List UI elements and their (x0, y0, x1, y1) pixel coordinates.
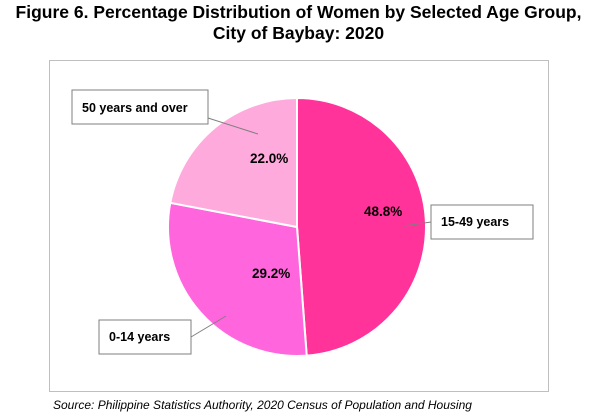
pie-slice-3 (169, 96, 298, 229)
data-label-1: 48.8% (364, 204, 402, 219)
category-label-2: 0-14 years (109, 330, 170, 344)
chart-title-line2: City of Baybay: 2020 (212, 23, 385, 43)
callout-leader-3 (207, 117, 259, 135)
callout-box-2 (98, 319, 192, 355)
callout-leader-1 (403, 221, 432, 227)
pie-slice-1 (296, 96, 427, 357)
chart-title-line1: Figure 6. Percentage Distribution of Wom… (15, 2, 582, 22)
callout-leader-2 (190, 315, 227, 338)
callout-box-1 (430, 204, 534, 240)
data-label-3: 22.0% (250, 151, 288, 166)
category-label-1: 15-49 years (441, 215, 509, 229)
pie-slice-2 (167, 201, 308, 357)
category-label-3: 50 years and over (82, 101, 188, 115)
source-note: Source: Philippine Statistics Authority,… (53, 398, 472, 412)
chart-title: Figure 6. Percentage Distribution of Wom… (0, 2, 597, 44)
data-label-2: 29.2% (252, 266, 290, 281)
callout-box-3 (71, 89, 209, 125)
